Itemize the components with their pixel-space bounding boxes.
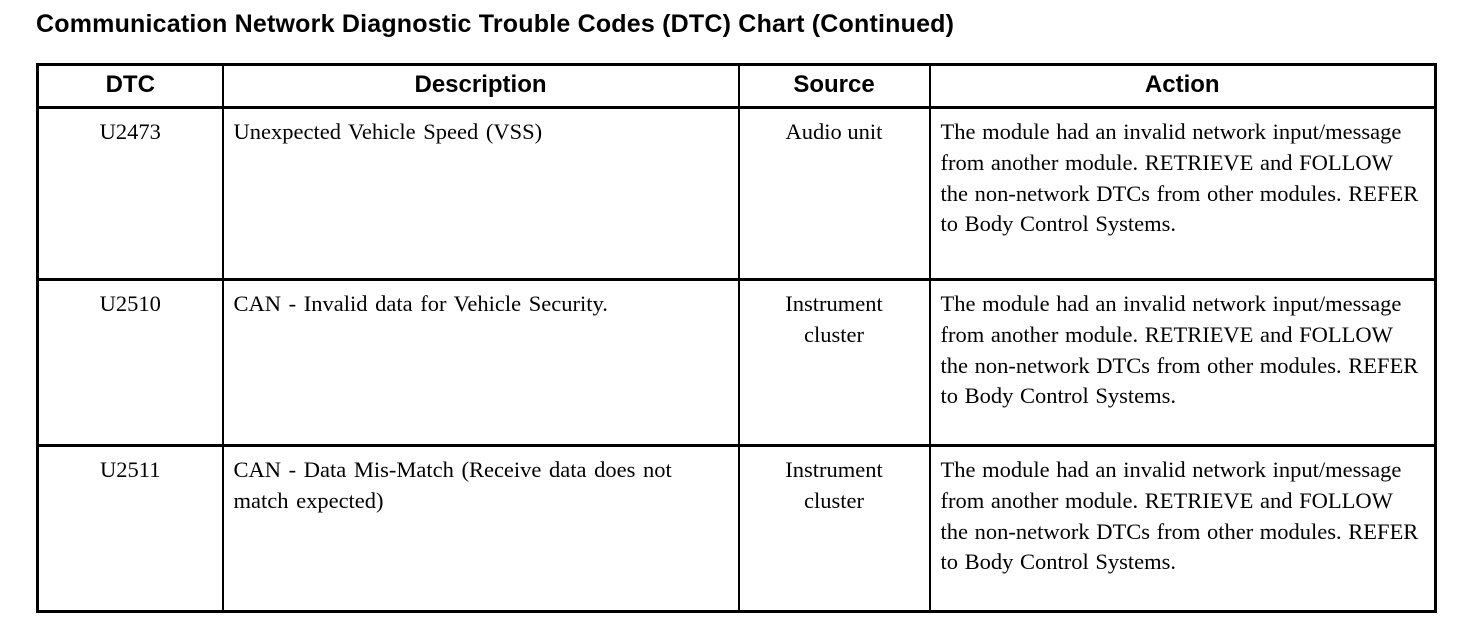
dtc-cell: U2511 bbox=[36, 444, 224, 613]
table-row: U2510 CAN - Invalid data for Vehicle Sec… bbox=[36, 278, 1437, 447]
dtc-table: DTC Description Source Action U2473 Unex… bbox=[36, 63, 1437, 613]
dtc-cell: U2473 bbox=[36, 106, 224, 281]
source-cell: Audio unit bbox=[737, 106, 931, 281]
source-text: Instrument cluster bbox=[785, 457, 883, 513]
description-cell: Unexpected Vehicle Speed (VSS) bbox=[221, 106, 740, 281]
source-text: Instrument cluster bbox=[785, 291, 883, 347]
page-title: Communication Network Diagnostic Trouble… bbox=[36, 10, 955, 38]
header-action: Action bbox=[928, 63, 1437, 109]
source-cell: Instrument cluster bbox=[737, 278, 931, 447]
header-source: Source bbox=[737, 63, 931, 109]
table-row: U2511 CAN - Data Mis-Match (Receive data… bbox=[36, 444, 1437, 613]
action-cell: The module had an invalid network input/… bbox=[928, 106, 1437, 281]
action-cell: The module had an invalid network input/… bbox=[928, 444, 1437, 613]
table-header-row: DTC Description Source Action bbox=[36, 63, 1437, 109]
description-cell: CAN - Data Mis-Match (Receive data does … bbox=[221, 444, 740, 613]
action-cell: The module had an invalid network input/… bbox=[928, 278, 1437, 447]
dtc-cell: U2510 bbox=[36, 278, 224, 447]
table-row: U2473 Unexpected Vehicle Speed (VSS) Aud… bbox=[36, 106, 1437, 281]
description-cell: CAN - Invalid data for Vehicle Security. bbox=[221, 278, 740, 447]
header-description: Description bbox=[221, 63, 740, 109]
source-cell: Instrument cluster bbox=[737, 444, 931, 613]
source-text: Audio unit bbox=[785, 119, 883, 144]
header-dtc: DTC bbox=[36, 63, 224, 109]
